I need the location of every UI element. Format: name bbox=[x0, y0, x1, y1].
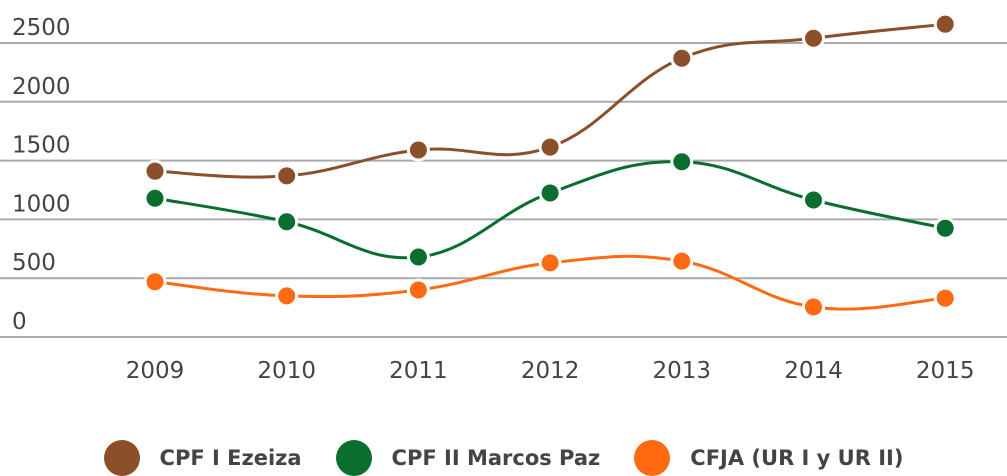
legend-label: CPF II Marcos Paz bbox=[391, 446, 601, 470]
legend-label: CPF I Ezeiza bbox=[159, 446, 302, 470]
x-tick-label: 2012 bbox=[521, 358, 580, 384]
point bbox=[802, 26, 825, 50]
point bbox=[406, 278, 430, 302]
point bbox=[933, 12, 957, 36]
point bbox=[670, 46, 694, 70]
point bbox=[275, 164, 299, 188]
x-tick-label: 2011 bbox=[389, 358, 448, 384]
point bbox=[933, 286, 957, 310]
point bbox=[143, 270, 167, 294]
point bbox=[406, 245, 430, 269]
legend-swatch bbox=[634, 440, 671, 476]
legend-label: CFJA (UR I y UR II) bbox=[690, 446, 904, 470]
legend-swatch bbox=[103, 440, 140, 476]
point bbox=[802, 188, 825, 212]
legend-item: CPF I Ezeiza bbox=[103, 440, 302, 476]
point bbox=[802, 295, 825, 319]
point bbox=[143, 159, 167, 183]
point bbox=[538, 181, 562, 205]
point bbox=[538, 135, 562, 159]
point bbox=[933, 216, 957, 240]
point bbox=[670, 150, 694, 174]
legend-item: CFJA (UR I y UR II) bbox=[634, 440, 903, 476]
x-tick-label: 2013 bbox=[653, 358, 712, 384]
legend: CPF I Ezeiza CPF II Marcos Paz CFJA (UR I … bbox=[0, 440, 1007, 476]
legend-item: CPF II Marcos Paz bbox=[335, 440, 601, 476]
x-tick-label: 2009 bbox=[126, 358, 185, 384]
y-tick-label: 1000 bbox=[12, 191, 71, 217]
y-tick-label: 0 bbox=[12, 309, 27, 335]
x-tick-label: 2010 bbox=[257, 358, 316, 384]
point bbox=[143, 186, 167, 210]
y-tick-label: 2500 bbox=[12, 15, 71, 41]
point bbox=[275, 284, 299, 308]
y-tick-label: 2000 bbox=[12, 74, 71, 100]
point bbox=[670, 249, 694, 273]
chart: 0 500 1000 1500 2000 2500 2009 2010 2011 2012 2013… bbox=[0, 12, 1007, 384]
point bbox=[538, 251, 562, 275]
y-tick-label: 1500 bbox=[12, 133, 71, 159]
y-tick-label: 500 bbox=[12, 250, 56, 276]
legend-swatch bbox=[335, 440, 372, 476]
x-tick-label: 2014 bbox=[784, 358, 843, 384]
point bbox=[275, 210, 299, 234]
x-tick-label: 2015 bbox=[916, 358, 975, 384]
point bbox=[406, 138, 430, 162]
